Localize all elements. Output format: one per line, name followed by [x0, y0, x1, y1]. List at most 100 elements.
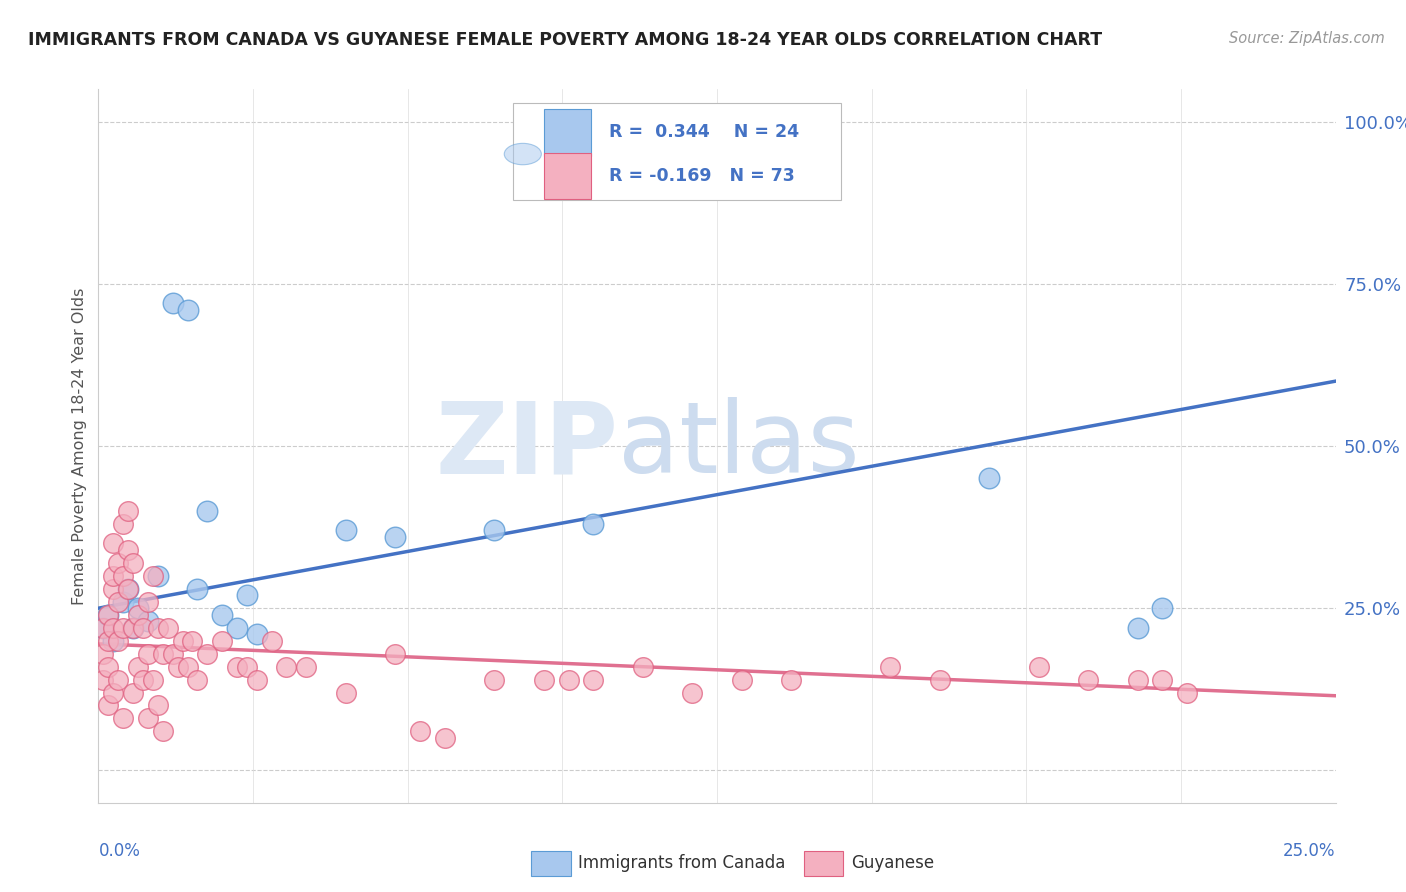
Bar: [544, 109, 591, 155]
Point: [122, 685, 145, 699]
Point: [93, 647, 115, 661]
Point: [162, 647, 184, 661]
Point: [142, 673, 165, 687]
Point: [107, 556, 129, 570]
Point: [484, 524, 506, 538]
Point: [236, 659, 259, 673]
Point: [260, 633, 283, 648]
Text: ZIP: ZIP: [436, 398, 619, 494]
Point: [103, 536, 125, 550]
Point: [1077, 673, 1099, 687]
Point: [246, 673, 269, 687]
Text: Guyanese: Guyanese: [851, 855, 934, 872]
Point: [1126, 621, 1149, 635]
Point: [1152, 601, 1174, 615]
Point: [117, 582, 139, 596]
Point: [186, 673, 208, 687]
Point: [117, 504, 139, 518]
Point: [122, 621, 145, 635]
Point: [484, 673, 506, 687]
Point: [780, 673, 803, 687]
Point: [384, 530, 406, 544]
Point: [103, 621, 125, 635]
Point: [127, 659, 149, 673]
Point: [97, 698, 120, 713]
Point: [276, 659, 298, 673]
Point: [112, 595, 135, 609]
Text: R = -0.169   N = 73: R = -0.169 N = 73: [609, 167, 796, 185]
Point: [236, 588, 259, 602]
Point: [93, 621, 115, 635]
Point: [1152, 673, 1174, 687]
Point: [132, 673, 155, 687]
Point: [127, 601, 149, 615]
Point: [122, 556, 145, 570]
Point: [97, 607, 120, 622]
Point: [186, 582, 208, 596]
Point: [681, 685, 703, 699]
Point: [176, 302, 198, 317]
Point: [533, 673, 555, 687]
Point: [112, 516, 135, 531]
Point: [112, 621, 135, 635]
Point: [97, 659, 120, 673]
Text: R =  0.344    N = 24: R = 0.344 N = 24: [609, 123, 800, 141]
Point: [142, 568, 165, 582]
Point: [136, 614, 159, 628]
Text: IMMIGRANTS FROM CANADA VS GUYANESE FEMALE POVERTY AMONG 18-24 YEAR OLDS CORRELAT: IMMIGRANTS FROM CANADA VS GUYANESE FEMAL…: [28, 31, 1102, 49]
Text: atlas: atlas: [619, 398, 859, 494]
Bar: [804, 851, 844, 876]
Point: [211, 633, 233, 648]
Point: [112, 568, 135, 582]
Text: Immigrants from Canada: Immigrants from Canada: [578, 855, 786, 872]
Point: [152, 724, 174, 739]
Point: [226, 659, 249, 673]
Point: [107, 673, 129, 687]
Point: [1028, 659, 1050, 673]
Point: [195, 504, 218, 518]
Point: [107, 633, 129, 648]
Point: [117, 582, 139, 596]
Point: [93, 621, 115, 635]
Point: [97, 633, 120, 648]
Point: [166, 659, 188, 673]
Point: [731, 673, 754, 687]
Point: [928, 673, 950, 687]
Point: [1126, 673, 1149, 687]
Point: [433, 731, 456, 745]
Point: [172, 633, 194, 648]
Bar: [531, 851, 571, 876]
Point: [335, 524, 357, 538]
Point: [112, 711, 135, 725]
Point: [181, 633, 204, 648]
Point: [557, 673, 579, 687]
Point: [132, 621, 155, 635]
Point: [152, 647, 174, 661]
Point: [103, 685, 125, 699]
Point: [582, 516, 605, 531]
Point: [295, 659, 318, 673]
Point: [162, 296, 184, 310]
Point: [1175, 685, 1198, 699]
Point: [384, 647, 406, 661]
FancyBboxPatch shape: [513, 103, 841, 200]
Point: [246, 627, 269, 641]
Point: [879, 659, 901, 673]
Point: [93, 673, 115, 687]
Point: [156, 621, 179, 635]
Point: [146, 698, 169, 713]
Text: Source: ZipAtlas.com: Source: ZipAtlas.com: [1229, 31, 1385, 46]
Point: [582, 673, 605, 687]
Point: [103, 568, 125, 582]
Point: [117, 542, 139, 557]
Text: 25.0%: 25.0%: [1284, 842, 1336, 860]
Point: [979, 471, 1001, 485]
Point: [195, 647, 218, 661]
Point: [103, 582, 125, 596]
Y-axis label: Female Poverty Among 18-24 Year Olds: Female Poverty Among 18-24 Year Olds: [72, 287, 87, 605]
Point: [226, 621, 249, 635]
Point: [127, 607, 149, 622]
Point: [136, 711, 159, 725]
Point: [211, 607, 233, 622]
Circle shape: [505, 144, 541, 165]
